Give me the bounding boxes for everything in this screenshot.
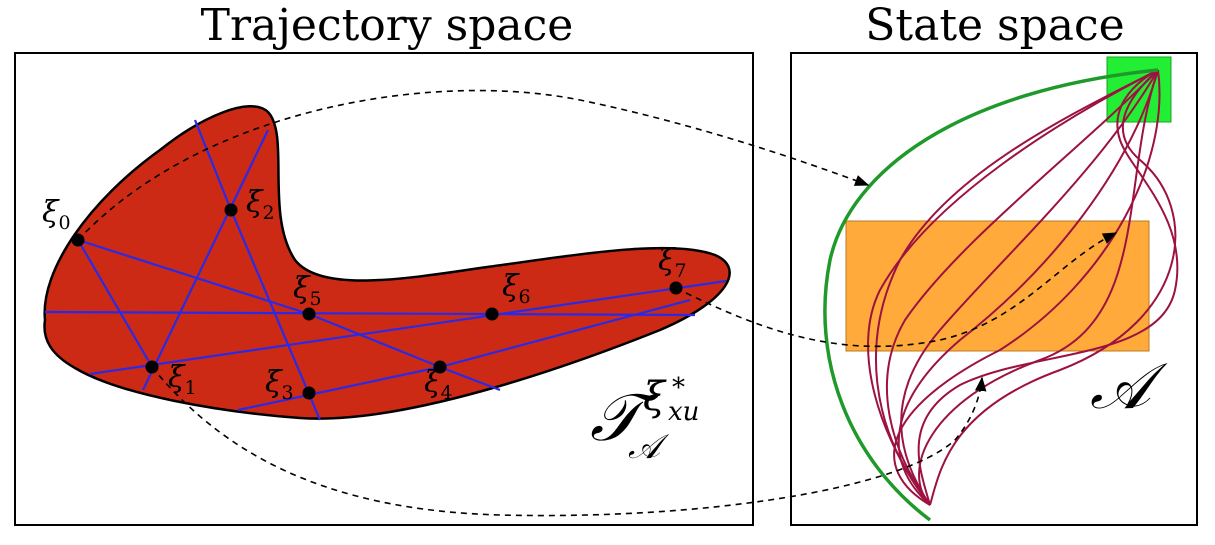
arrow-xi7-to-state (675, 232, 1118, 348)
trajectory-7 (918, 69, 1159, 506)
point-xi3 (302, 386, 316, 400)
sampled-trajectories (867, 69, 1179, 506)
line-xi4-ext (439, 365, 501, 392)
trajectory-space-frame (14, 52, 754, 526)
label-xi6: ξ6 (502, 269, 531, 308)
label-xi1: ξ1 (168, 360, 197, 399)
line-top-xi2 (193, 119, 233, 211)
trajectory-set-label: 𝒯 𝒜 ξ xu * (590, 373, 699, 467)
arrow-xi1-to-state (151, 366, 987, 517)
line-long-diagonal (89, 279, 727, 376)
state-space-frame (790, 52, 1198, 526)
line-xi3-xi4 (237, 365, 441, 412)
sample-lines (44, 119, 727, 421)
line-xi5-xi4 (308, 312, 441, 369)
state-space-panel: State space 𝒜 (790, 0, 1198, 526)
state-space-title: State space (865, 0, 1124, 51)
trajectory-4 (900, 69, 1159, 506)
mapping-arrows (77, 89, 1118, 517)
point-xi2 (224, 203, 238, 217)
label-xi0: ξ0 (42, 195, 71, 234)
feasible-trajectory-set (43, 105, 731, 420)
point-xi6 (485, 307, 499, 321)
set-label-sup-base: ξ (643, 374, 667, 420)
label-xi2: ξ2 (246, 185, 275, 224)
line-xi2-xi3 (229, 209, 322, 421)
label-xi4: ξ4 (424, 365, 453, 404)
label-xi5: ξ5 (293, 271, 322, 310)
trajectory-6 (893, 69, 1161, 506)
label-xi3: ξ3 (265, 365, 294, 404)
point-xi5 (302, 307, 316, 321)
line-top-xi1 (142, 129, 269, 391)
set-label-sup-star: * (672, 373, 685, 403)
trajectory-space-panel: Trajectory space (14, 0, 754, 526)
optimal-trajectory (823, 68, 1159, 522)
line-xi0-xi1 (77, 239, 153, 368)
set-label-sub: 𝒜 (628, 427, 670, 467)
label-xi7: ξ7 (658, 243, 687, 282)
point-labels: ξ0 ξ1 ξ2 ξ3 ξ4 ξ5 ξ6 ξ7 (42, 185, 687, 404)
set-label-sup-sub: xu (668, 397, 699, 427)
line-xi4-xi7 (439, 298, 691, 369)
trajectory-space-title: Trajectory space (201, 0, 574, 51)
constraint-set-label: 𝒜 (1090, 350, 1168, 424)
trajectory-8 (929, 69, 1177, 506)
point-xi4 (433, 360, 447, 374)
line-horizontal (44, 310, 696, 317)
trajectory-2 (867, 69, 1159, 506)
trajectory-9 (917, 69, 1179, 506)
